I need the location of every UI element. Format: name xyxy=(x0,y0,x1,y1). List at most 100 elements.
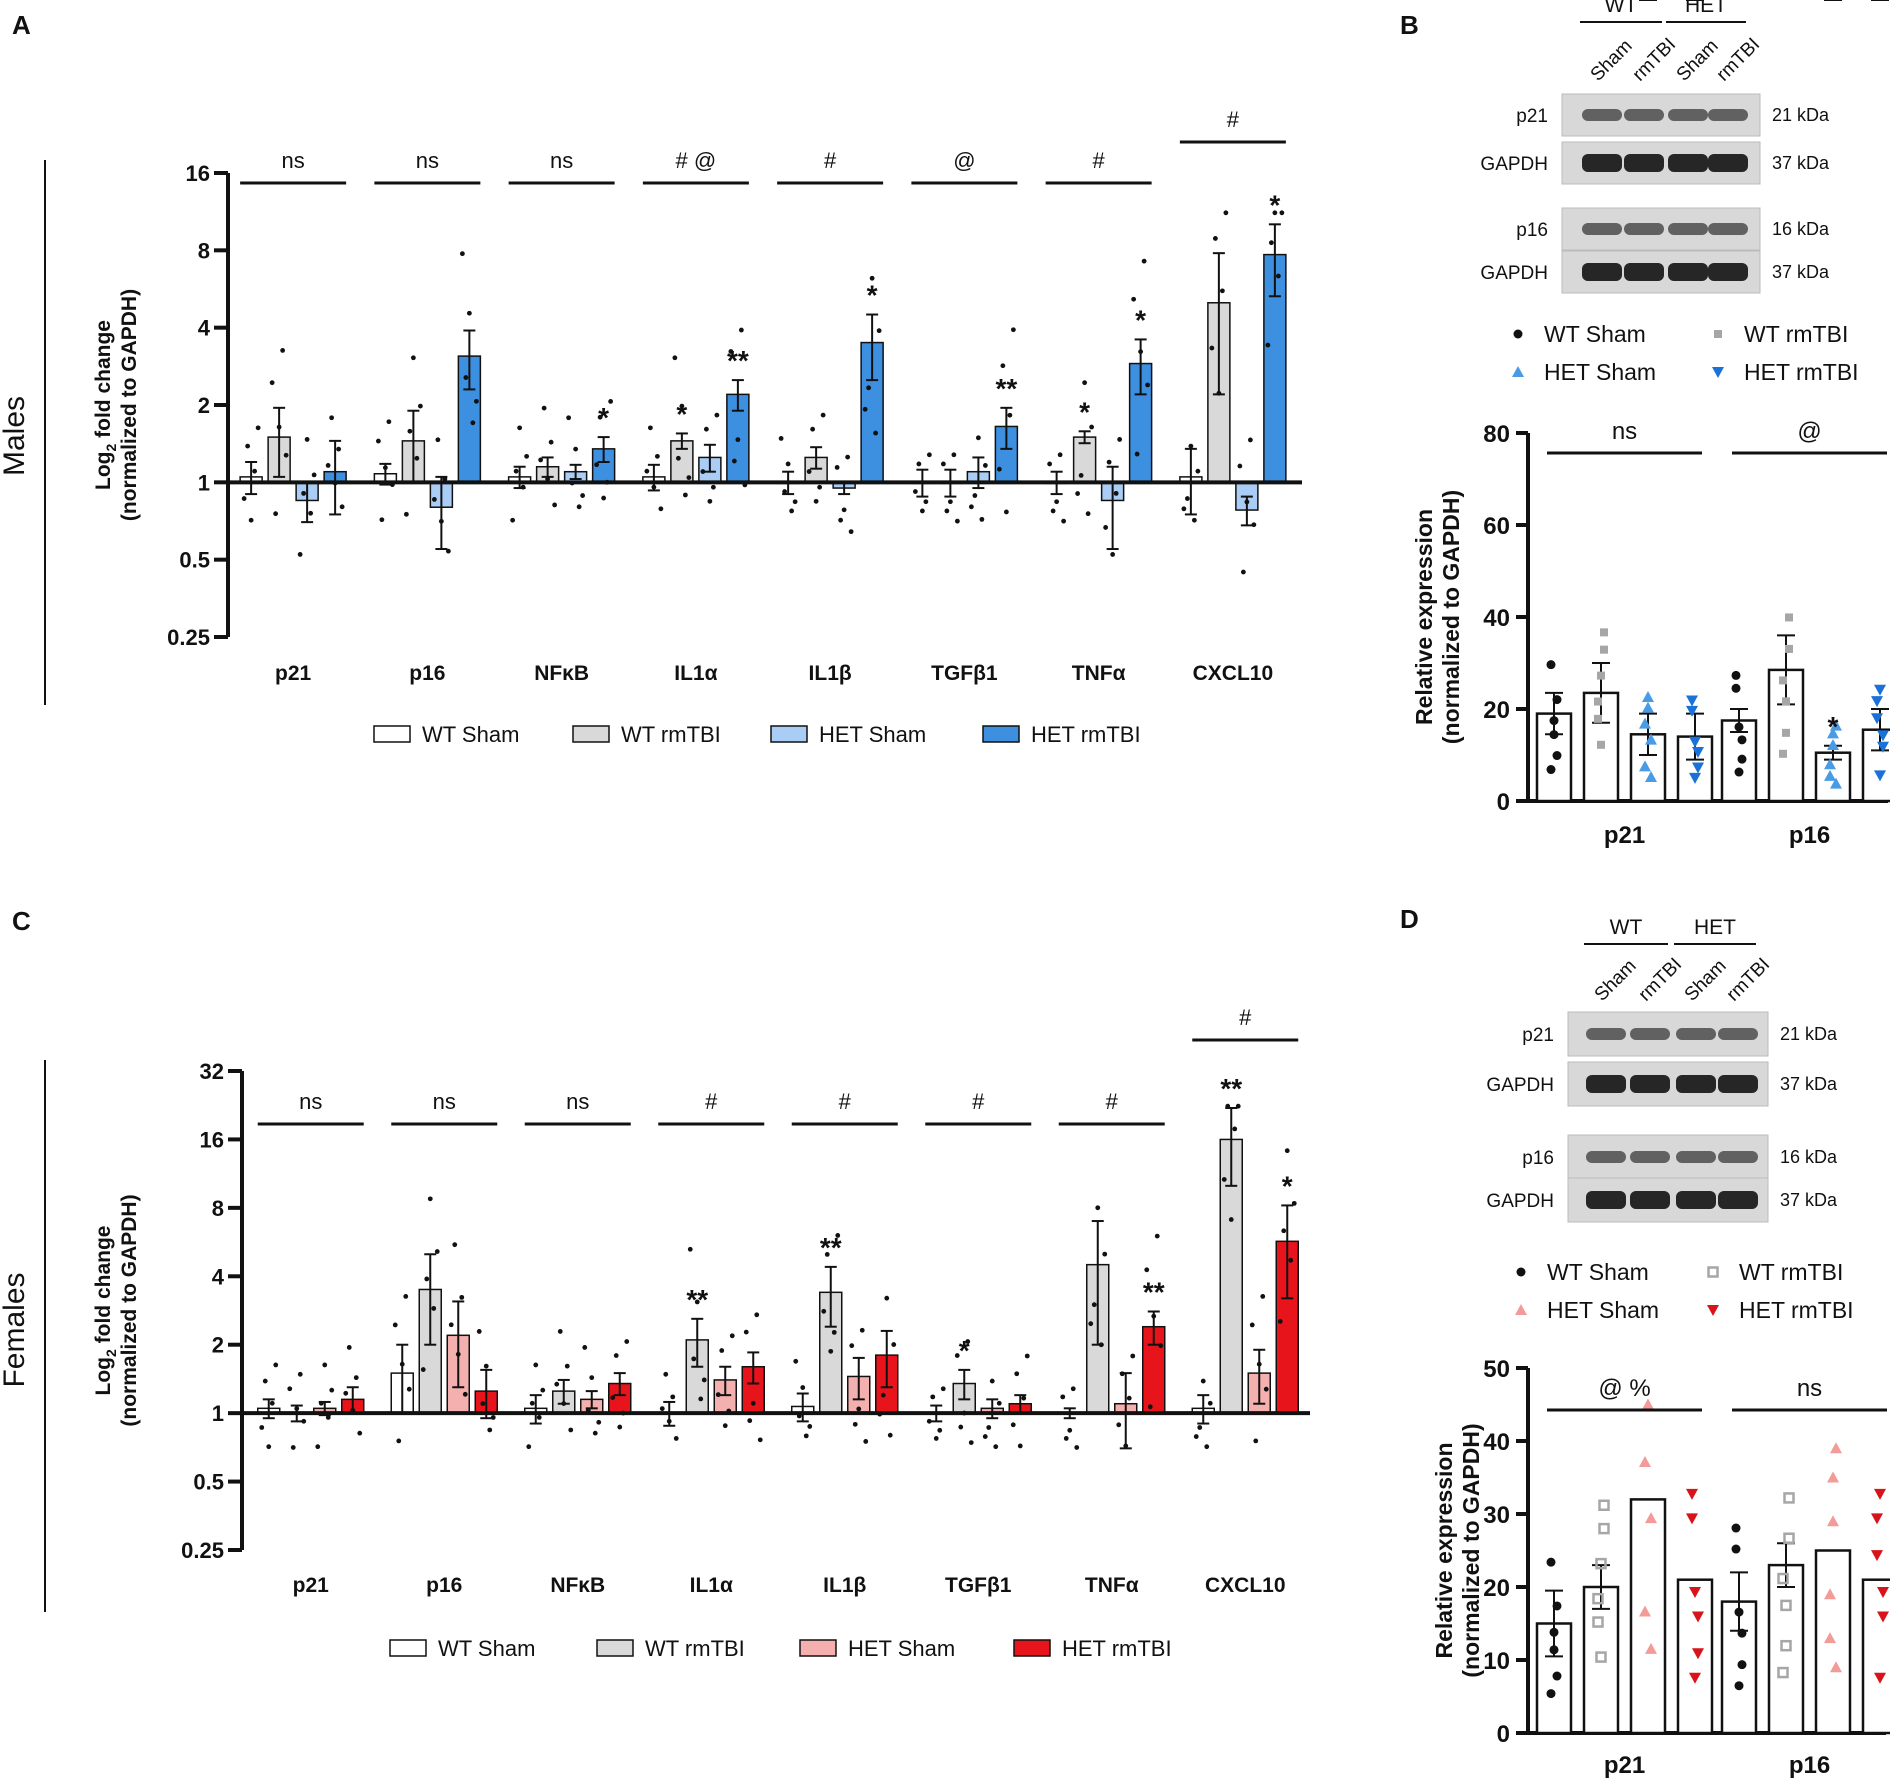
data-point xyxy=(483,1363,489,1369)
data-point xyxy=(1209,345,1215,351)
y-tick-label: 8 xyxy=(198,238,210,263)
data-point xyxy=(1085,511,1091,517)
data-point xyxy=(828,1348,834,1354)
data-point xyxy=(1594,714,1602,723)
panel-letter-a: A xyxy=(12,10,31,40)
data-point xyxy=(1284,1148,1290,1154)
data-point xyxy=(1824,1632,1836,1644)
data-point xyxy=(1017,1443,1023,1449)
significance-marker: * xyxy=(1269,189,1280,220)
data-point xyxy=(403,1294,409,1299)
data-point xyxy=(1731,1544,1741,1554)
data-point xyxy=(1154,1233,1160,1239)
data-point xyxy=(834,465,840,470)
data-point xyxy=(1731,683,1741,693)
y-tick-label: 8 xyxy=(212,1196,224,1221)
data-point xyxy=(1734,1681,1744,1691)
panel-b-chart: 0 20 40 60 80 Relative expression (normalized … xyxy=(1411,321,1890,849)
panel-letter-c: C xyxy=(12,906,31,936)
blot-row-label: GAPDH xyxy=(1480,263,1548,284)
data-point xyxy=(245,443,251,449)
data-point xyxy=(1193,1434,1199,1439)
data-point xyxy=(793,1358,799,1364)
y-axis-title-subscript: 2 xyxy=(103,444,119,452)
data-point xyxy=(806,469,812,474)
blot-band xyxy=(1718,1191,1758,1209)
data-point xyxy=(533,1362,539,1368)
blot-lane-label: rmTBI xyxy=(1635,954,1686,1005)
data-point xyxy=(954,1353,960,1358)
data-point xyxy=(891,1342,897,1347)
data-point xyxy=(873,430,879,436)
data-point xyxy=(1871,1550,1883,1562)
data-point xyxy=(476,1329,482,1334)
data-point xyxy=(1251,522,1257,528)
data-point xyxy=(866,385,872,391)
legend-label: HET Sham xyxy=(1544,359,1656,385)
y-tick-label: 40 xyxy=(1483,1429,1510,1456)
data-point xyxy=(1277,1319,1283,1324)
data-point xyxy=(820,412,826,418)
data-point xyxy=(731,458,737,464)
blot-band xyxy=(1676,1075,1716,1093)
data-point xyxy=(754,1312,760,1318)
y-axis-title: Log2 fold change xyxy=(92,1226,119,1396)
y-axis-title-rest: fold change xyxy=(92,1226,115,1350)
data-point xyxy=(406,1386,412,1392)
data-point xyxy=(1546,765,1556,775)
y-axis-title: Log2 fold change xyxy=(92,320,119,490)
data-point xyxy=(1256,1361,1262,1367)
data-point xyxy=(1272,210,1278,216)
data-point xyxy=(954,518,960,524)
blot-band xyxy=(1676,1191,1716,1209)
data-point xyxy=(248,517,254,523)
data-point xyxy=(923,499,929,505)
legend-label: HET Sham xyxy=(848,1636,955,1661)
data-point xyxy=(947,499,953,505)
data-point xyxy=(1145,382,1151,388)
data-point xyxy=(1000,363,1006,369)
data-point xyxy=(1221,1177,1227,1182)
data-point xyxy=(996,466,1002,472)
data-point xyxy=(339,504,345,510)
legend-label: HET Sham xyxy=(1547,1297,1659,1323)
data-point xyxy=(835,1233,841,1238)
blot-band xyxy=(1708,223,1748,235)
data-point xyxy=(252,468,258,474)
data-point xyxy=(722,1423,728,1429)
data-point xyxy=(561,1401,567,1407)
data-point xyxy=(1110,552,1116,557)
y-tick-label: 0.25 xyxy=(167,625,210,650)
data-point xyxy=(958,1424,964,1430)
data-point xyxy=(325,463,331,468)
category-label-p21: p21 xyxy=(275,662,312,685)
data-point xyxy=(452,1242,458,1248)
comparison-label: # xyxy=(1106,1089,1119,1114)
data-point xyxy=(747,1418,753,1424)
category-label-IL1α: IL1α xyxy=(690,1574,733,1597)
data-point xyxy=(659,1406,665,1412)
data-point xyxy=(1070,1386,1076,1392)
significance-marker: ** xyxy=(1143,1276,1165,1307)
data-point xyxy=(596,1419,602,1425)
data-point xyxy=(1714,330,1722,338)
data-point xyxy=(325,1415,331,1420)
data-point xyxy=(573,446,579,452)
data-point xyxy=(1639,760,1651,772)
data-point xyxy=(487,1427,493,1433)
data-point xyxy=(1117,437,1123,442)
data-point xyxy=(1515,1304,1527,1315)
data-point xyxy=(592,1430,598,1436)
data-point xyxy=(459,1294,465,1300)
data-point xyxy=(386,419,392,425)
panel-letter-b: B xyxy=(1400,10,1419,40)
data-point xyxy=(1827,738,1839,750)
legend-label: WT rmTBI xyxy=(645,1636,745,1661)
data-point xyxy=(1600,645,1608,654)
data-point xyxy=(1592,1592,1604,1605)
legend-label: HET rmTBI xyxy=(1739,1297,1854,1323)
data-point xyxy=(524,453,530,459)
data-point xyxy=(610,1395,616,1400)
data-point xyxy=(336,446,342,452)
data-point xyxy=(329,415,335,421)
